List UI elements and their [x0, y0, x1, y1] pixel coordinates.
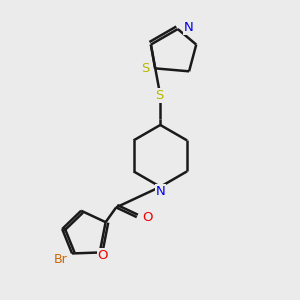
Text: N: N: [184, 21, 194, 34]
Text: O: O: [98, 249, 108, 262]
Text: O: O: [142, 211, 152, 224]
Text: N: N: [155, 185, 165, 198]
Text: Br: Br: [54, 254, 68, 266]
Text: S: S: [154, 89, 163, 102]
Text: S: S: [141, 62, 150, 75]
